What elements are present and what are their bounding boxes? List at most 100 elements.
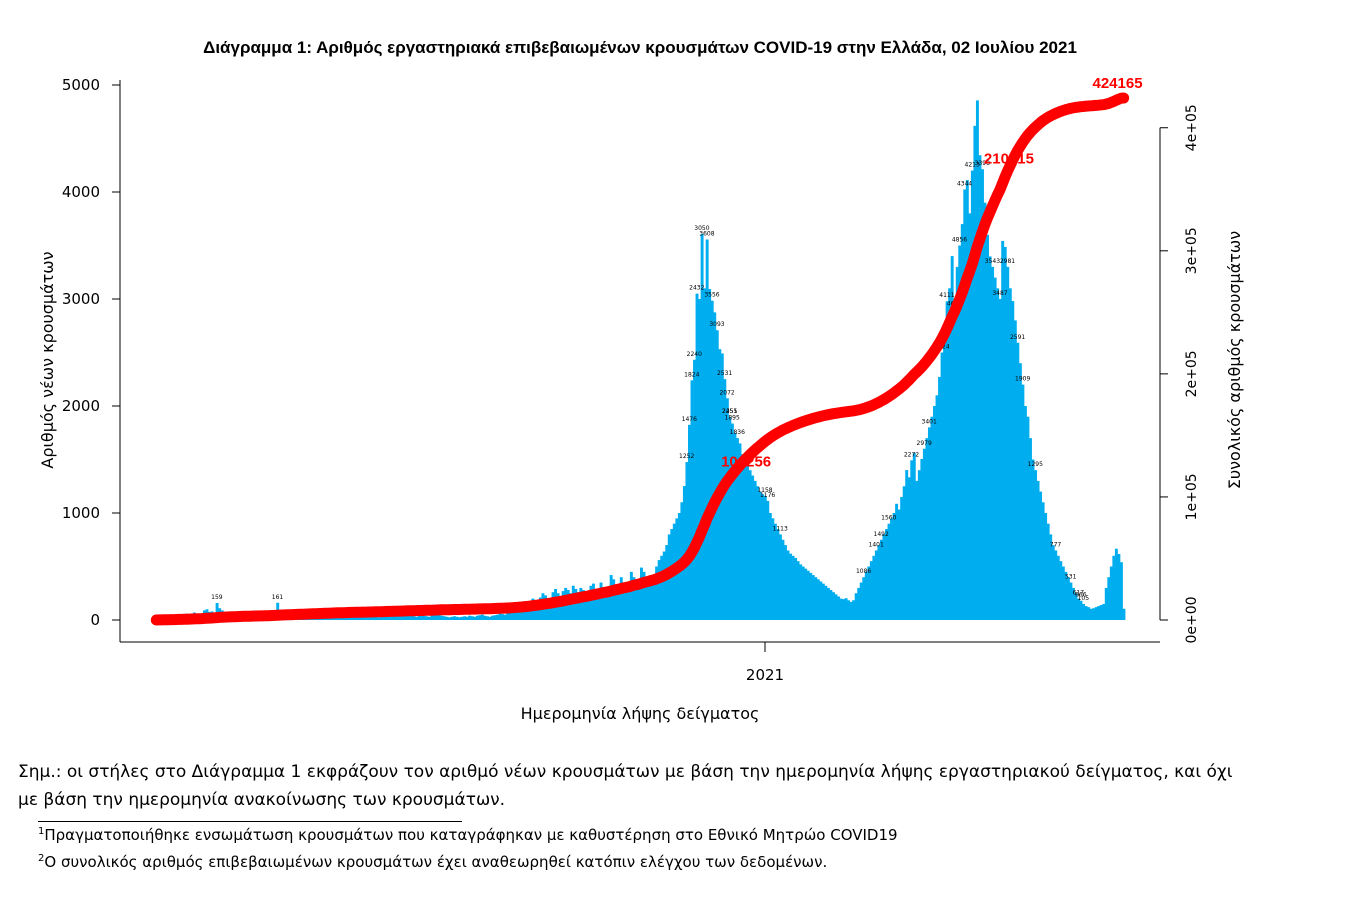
bar xyxy=(973,125,977,621)
bar xyxy=(1034,470,1037,620)
bar xyxy=(402,616,406,620)
bar xyxy=(597,592,600,620)
bar xyxy=(839,598,843,620)
bar xyxy=(710,300,714,620)
bar xyxy=(377,617,381,620)
bar xyxy=(905,470,909,620)
bar xyxy=(367,617,371,620)
y-axis-left: 0 1000 2000 3000 4000 5000 xyxy=(62,76,120,629)
bar xyxy=(920,458,924,620)
bar xyxy=(1109,566,1113,620)
bar xyxy=(1107,577,1111,620)
bar xyxy=(496,614,499,620)
bar xyxy=(826,587,830,620)
bar xyxy=(753,480,757,620)
bar-label: 1158 xyxy=(757,487,772,494)
bar xyxy=(511,610,515,620)
cumulative-label: 106256 xyxy=(721,453,771,470)
bar xyxy=(809,572,813,620)
bar xyxy=(748,470,752,620)
bar-label: 1492 xyxy=(874,531,889,538)
bar-label: 1401 xyxy=(869,542,884,549)
bar xyxy=(1089,608,1093,620)
bar-label: 1560 xyxy=(881,515,896,522)
bar xyxy=(448,617,451,620)
bar xyxy=(682,486,686,620)
bar xyxy=(629,571,633,620)
bar xyxy=(882,534,886,620)
bar xyxy=(766,500,770,620)
bar xyxy=(1097,606,1101,620)
bar xyxy=(1066,577,1070,620)
bar xyxy=(900,496,904,620)
bar xyxy=(624,587,628,620)
note-line-2: με βάση την ημερομηνία ανακοίνωσης των κ… xyxy=(18,790,506,810)
bar xyxy=(993,277,997,620)
bar xyxy=(1114,548,1118,620)
bar xyxy=(420,615,424,620)
bar xyxy=(536,603,540,620)
bar xyxy=(480,614,484,620)
bar xyxy=(422,615,426,620)
y-tick-label: 4000 xyxy=(62,183,100,201)
bar xyxy=(1013,320,1017,620)
bar xyxy=(549,598,552,620)
bar xyxy=(1036,480,1040,620)
cumulative-label: 424165 xyxy=(1093,75,1143,92)
bar xyxy=(852,600,856,620)
y-tick-label: 2000 xyxy=(62,397,100,415)
bar-label: 2072 xyxy=(719,389,734,396)
footnote-divider xyxy=(38,821,462,822)
bar xyxy=(1001,240,1005,620)
bar xyxy=(445,616,449,620)
bar xyxy=(783,545,787,620)
bar xyxy=(405,614,409,620)
bar xyxy=(374,616,378,620)
bar xyxy=(796,561,800,620)
bar xyxy=(503,614,507,620)
bar xyxy=(1026,416,1030,620)
bar xyxy=(354,616,358,620)
bar xyxy=(478,615,482,620)
bar-label: 161 xyxy=(272,594,284,601)
bar xyxy=(968,213,972,620)
bar xyxy=(569,593,573,620)
bar-label: 2591 xyxy=(1010,334,1025,341)
bar xyxy=(485,616,489,620)
bar xyxy=(960,224,964,620)
bar xyxy=(470,616,474,620)
bar xyxy=(453,616,456,620)
y2-tick-label: 0e+00 xyxy=(1184,596,1200,643)
bar xyxy=(922,448,926,620)
bar xyxy=(506,612,510,620)
bar xyxy=(965,180,969,620)
bar xyxy=(981,169,984,620)
bar-label: 1836 xyxy=(730,429,745,436)
bar xyxy=(758,491,762,620)
bar xyxy=(604,591,608,620)
bar xyxy=(468,615,472,620)
bar xyxy=(650,575,654,620)
bar-label: 105 xyxy=(1078,595,1090,602)
bar-label: 3401 xyxy=(922,418,937,425)
bar-label: 4856 xyxy=(952,237,967,244)
bar xyxy=(917,470,921,620)
bar xyxy=(1061,566,1065,620)
bar-label: 2432 xyxy=(689,285,704,292)
bar xyxy=(996,288,1000,620)
bar xyxy=(844,598,848,620)
bar xyxy=(1054,550,1058,620)
bar xyxy=(933,406,936,620)
bar xyxy=(412,616,416,620)
bar xyxy=(526,606,530,620)
bar xyxy=(811,575,815,620)
bar xyxy=(892,513,896,620)
bar xyxy=(415,616,419,620)
bar-series xyxy=(155,100,1126,621)
bar xyxy=(950,256,954,620)
bar-label: 2981 xyxy=(1000,258,1015,265)
chart-note: Σημ.: οι στήλες στο Διάγραμμα 1 εκφράζου… xyxy=(18,758,1348,814)
bar xyxy=(1069,582,1073,620)
bar xyxy=(1087,607,1091,620)
bar xyxy=(387,614,391,620)
